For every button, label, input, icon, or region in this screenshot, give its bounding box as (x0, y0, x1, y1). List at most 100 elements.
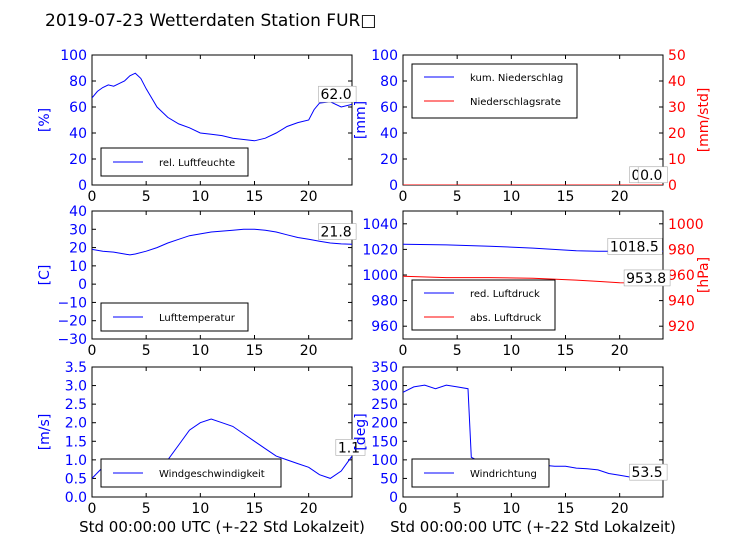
x-tick-label: 0 (88, 189, 97, 205)
y-tick-label: 20 (380, 152, 398, 168)
legend-box (411, 63, 578, 119)
panel-windspeed: 0 5 10 15 20 0.0 0.5 1.0 1.5 2.0 2.5 3.0 3.5 [m/s] Win… (37, 360, 366, 517)
x-tick-label: 20 (300, 189, 318, 205)
x-tick-label: 0 (399, 501, 408, 517)
y2-tick-label: 20 (668, 126, 686, 142)
legend-label: kum. Niederschlag (470, 73, 563, 84)
y-tick-label: 2.0 (65, 416, 87, 432)
x-tick-label: 5 (453, 343, 462, 359)
y-tick-label: 100 (371, 48, 398, 64)
y-tick-label: 40 (380, 126, 398, 142)
x-tick-label: 5 (142, 501, 151, 517)
y-tick-label: 0.5 (65, 471, 87, 487)
panel-winddir: 0 5 10 15 20050100150200250300350[deg]Windri… (353, 360, 668, 517)
y2-tick-label: 1000 (668, 217, 704, 233)
legend-box (100, 147, 249, 177)
legend-label: Windgeschwindigkeit (159, 469, 265, 480)
y-tick-label: 1020 (362, 242, 398, 258)
figure-title: 2019-07-23 Wetterdaten Station FUR□ (45, 11, 376, 31)
y-axis-label: [m/s] (37, 414, 53, 451)
annotation-box (623, 269, 671, 287)
y-tick-label: −20 (57, 314, 87, 330)
x-tick-label: 5 (142, 189, 151, 205)
x-tick-label: 0 (399, 189, 408, 205)
y-tick-label: 60 (380, 100, 398, 116)
x-tick-label: 0 (88, 343, 97, 359)
x-tick-label: 20 (611, 343, 629, 359)
y-tick-label: 0 (78, 178, 87, 194)
y2-tick-label: 960 (668, 268, 695, 284)
x-tick-label: 10 (502, 189, 520, 205)
series-line-temperature-0 (92, 228, 352, 256)
annotation-label: 21.8 (321, 225, 352, 241)
y-tick-label: 3.5 (65, 360, 87, 376)
x-tick-label: 10 (191, 189, 209, 205)
y-tick-label: 150 (371, 434, 398, 450)
y-tick-label: 100 (371, 453, 398, 469)
y-tick-label: 1040 (362, 217, 398, 233)
y-axis-label: [deg] (353, 413, 369, 450)
y2-axis-label: [hPa] (696, 257, 712, 293)
y2-tick-label: 920 (668, 319, 695, 335)
y-tick-label: 1.0 (65, 453, 87, 469)
x-axis-label-left: Std 00:00:00 UTC (+-22 Std Lokalzeit) (79, 518, 365, 536)
x-tick-label: 5 (142, 343, 151, 359)
y-tick-label: 300 (371, 379, 398, 395)
annotation-box (607, 238, 663, 255)
x-tick-label: 10 (502, 501, 520, 517)
y-tick-label: 3.0 (65, 379, 87, 395)
annotation-label: 953.8 (626, 271, 666, 287)
x-tick-label: 5 (453, 501, 462, 517)
y-axis-label: [mm] (353, 101, 369, 139)
y-tick-label: 0 (389, 178, 398, 194)
y-axis-label: [C] (37, 265, 53, 286)
x-tick-label: 10 (502, 343, 520, 359)
x-tick-label: 0 (88, 501, 97, 517)
annotation-box (629, 463, 668, 481)
annotation-box (318, 223, 357, 240)
y-tick-label: 50 (380, 471, 398, 487)
annotation-label: 1018.5 (610, 239, 659, 255)
y-tick-label: 80 (380, 74, 398, 90)
y-tick-label: 0 (389, 490, 398, 506)
x-tick-label: 15 (246, 343, 264, 359)
series-line-humidity-0 (92, 72, 352, 142)
x-tick-label: 20 (611, 189, 629, 205)
y2-tick-label: 50 (668, 48, 686, 64)
y2-axis-label: [mm/std] (696, 88, 712, 153)
y-tick-label: 100 (60, 48, 87, 64)
y-tick-label: 0 (78, 277, 87, 293)
y-tick-label: 2.5 (65, 397, 87, 413)
y-tick-label: 10 (69, 259, 87, 275)
legend-label: red. Luftdruck (470, 289, 540, 300)
y-tick-label: 1000 (362, 268, 398, 284)
y2-tick-label: 10 (668, 152, 686, 168)
x-tick-label: 10 (191, 501, 209, 517)
y-tick-label: 200 (371, 416, 398, 432)
x-tick-label: 15 (246, 189, 264, 205)
x-tick-label: 15 (246, 501, 264, 517)
x-axis-label-right: Std 00:00:00 UTC (+-22 Std Lokalzeit) (390, 518, 676, 536)
y-tick-label: 0.0 (65, 490, 87, 506)
y-tick-label: −30 (57, 332, 87, 348)
annotation-box (335, 439, 366, 456)
y2-tick-label: 980 (668, 242, 695, 258)
y2-tick-label: 30 (668, 100, 686, 116)
annotation-label: 53.5 (632, 465, 663, 481)
x-tick-label: 20 (300, 501, 318, 517)
x-tick-label: 15 (557, 501, 575, 517)
x-tick-label: 20 (300, 343, 318, 359)
y-tick-label: 40 (69, 204, 87, 220)
y-tick-label: −10 (57, 295, 87, 311)
y-tick-label: 980 (371, 294, 398, 310)
panel-humidity: 0 5 10 15 20 0 20 40 60 80 100 [%] rel. Luftfeuchte 6… (37, 48, 357, 205)
annotation-label: 1.1 (338, 440, 360, 456)
x-tick-label: 5 (453, 189, 462, 205)
legend-label: Niederschlagsrate (470, 97, 561, 108)
legend-label: Lufttemperatur (159, 313, 236, 324)
y-tick-label: 80 (69, 74, 87, 90)
y-tick-label: 20 (69, 152, 87, 168)
y-tick-label: 30 (69, 222, 87, 238)
annotation-box (637, 166, 668, 184)
